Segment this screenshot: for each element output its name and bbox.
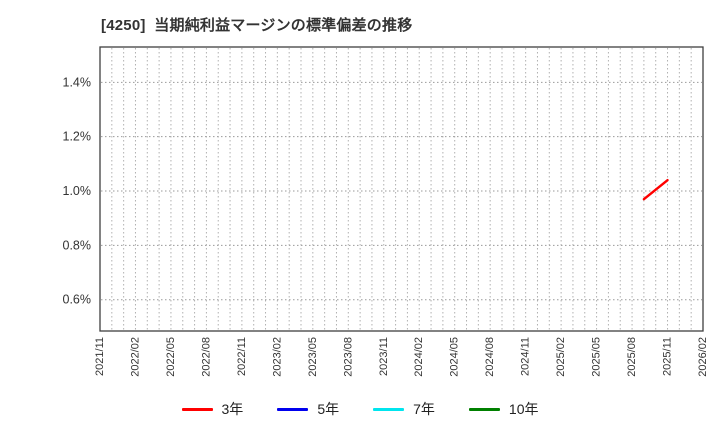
legend-swatch-5y-line-icon [277,407,309,411]
legend: 3年 5年 7年 10年 [0,402,720,416]
y-tick-label: 1.0% [63,184,92,198]
y-tick-label: 0.8% [63,238,92,252]
legend-swatch-10y-line-icon [468,407,500,411]
x-tick-label: 2021/11 [94,337,106,376]
series-line-0 [642,178,669,201]
x-tick-label: 2022/05 [165,337,177,377]
legend-item-5y: 5年 [277,402,339,416]
x-tick-label: 2024/11 [520,337,532,376]
x-tick-label: 2025/02 [555,337,567,377]
x-tick-label: 2025/11 [662,337,674,376]
plot-border [99,46,704,332]
x-tick-label: 2023/05 [307,337,319,377]
x-tick-label: 2024/02 [413,337,425,377]
y-tick-label: 1.2% [63,130,92,144]
x-tick-label: 2023/11 [378,337,390,376]
y-tick-label: 0.6% [63,293,92,307]
x-tick-label: 2022/11 [236,337,248,376]
legend-swatch-7y-line-icon [373,407,405,411]
legend-item-10y: 10年 [468,401,539,417]
y-tick-label: 1.4% [63,75,92,89]
x-tick-label: 2026/02 [697,337,709,377]
chart-title: [4250] 当期純利益マージンの標準偏差の推移 [101,17,413,34]
legend-label-3y: 3年 [221,401,244,417]
x-tick-label: 2023/08 [342,337,354,377]
x-tick-label: 2022/02 [129,337,141,377]
x-tick-label: 2023/02 [271,337,283,377]
legend-label-7y: 7年 [413,401,435,417]
x-tick-label: 2025/08 [626,337,638,377]
x-tick-label: 2024/08 [484,337,496,377]
legend-item-3y: 3年 [181,401,244,417]
legend-item-7y: 7年 [373,402,435,416]
legend-label-5y: 5年 [317,401,340,417]
x-tick-label: 2025/05 [591,337,603,377]
x-tick-label: 2024/05 [449,337,461,377]
legend-swatch-3y-line-icon [181,407,213,411]
legend-label-10y: 10年 [508,401,539,417]
x-tick-label: 2022/08 [200,337,212,377]
